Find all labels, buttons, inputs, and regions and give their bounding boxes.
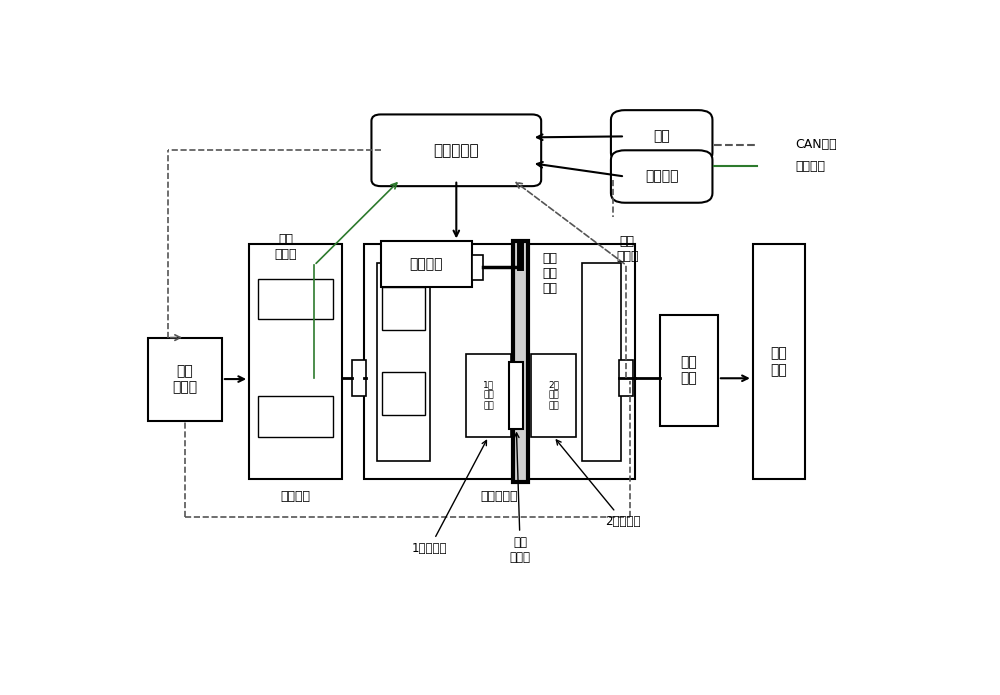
FancyBboxPatch shape bbox=[148, 338, 222, 420]
FancyBboxPatch shape bbox=[472, 255, 483, 280]
FancyBboxPatch shape bbox=[382, 373, 425, 415]
Text: 电机
控制器: 电机 控制器 bbox=[173, 364, 198, 394]
Text: 踏板: 踏板 bbox=[653, 129, 670, 143]
FancyBboxPatch shape bbox=[249, 244, 342, 480]
FancyBboxPatch shape bbox=[364, 244, 635, 480]
Text: 驱动电机: 驱动电机 bbox=[280, 490, 310, 503]
Text: 车辆控制器: 车辆控制器 bbox=[434, 142, 479, 158]
Text: 1档齿轮组: 1档齿轮组 bbox=[412, 441, 486, 555]
Text: 1档
主动
齿轮: 1档 主动 齿轮 bbox=[483, 380, 494, 410]
FancyBboxPatch shape bbox=[377, 263, 430, 461]
Text: 机械
同步器: 机械 同步器 bbox=[510, 433, 531, 564]
Text: 专线连接: 专线连接 bbox=[795, 160, 825, 173]
Text: 换档
传动
机构: 换档 传动 机构 bbox=[542, 252, 557, 295]
FancyBboxPatch shape bbox=[352, 360, 366, 396]
Text: 变速齿轮箱: 变速齿轮箱 bbox=[481, 490, 518, 503]
FancyBboxPatch shape bbox=[753, 244, 805, 480]
FancyBboxPatch shape bbox=[619, 360, 633, 396]
Text: 2档齿轮组: 2档齿轮组 bbox=[556, 440, 641, 528]
Text: 车速
传感器: 车速 传感器 bbox=[616, 236, 638, 263]
FancyBboxPatch shape bbox=[611, 150, 712, 203]
FancyBboxPatch shape bbox=[258, 396, 333, 436]
Text: 换档电机: 换档电机 bbox=[410, 257, 443, 271]
FancyBboxPatch shape bbox=[611, 110, 712, 163]
FancyBboxPatch shape bbox=[371, 115, 541, 186]
Text: 换挡手柄: 换挡手柄 bbox=[645, 170, 678, 183]
Text: 传动
机构: 传动 机构 bbox=[680, 355, 697, 385]
FancyBboxPatch shape bbox=[466, 354, 511, 436]
FancyBboxPatch shape bbox=[660, 315, 718, 426]
Text: 驱动
车轮: 驱动 车轮 bbox=[771, 347, 787, 377]
Text: CAN连接: CAN连接 bbox=[795, 138, 837, 152]
Text: 2档
主动
齿轮: 2档 主动 齿轮 bbox=[548, 380, 559, 410]
FancyBboxPatch shape bbox=[258, 279, 333, 319]
Text: 转速
传感器: 转速 传感器 bbox=[274, 233, 297, 261]
FancyBboxPatch shape bbox=[582, 263, 621, 461]
FancyBboxPatch shape bbox=[512, 241, 528, 482]
FancyBboxPatch shape bbox=[531, 354, 576, 436]
FancyBboxPatch shape bbox=[381, 241, 472, 287]
FancyBboxPatch shape bbox=[382, 287, 425, 329]
FancyBboxPatch shape bbox=[509, 361, 523, 429]
